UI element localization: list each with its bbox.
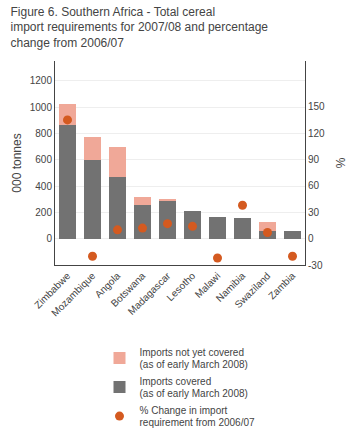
svg-text:Mozambique: Mozambique (49, 270, 98, 319)
svg-text:% Change in importrequirement: % Change in importrequirement from 2006/… (140, 405, 256, 429)
svg-text:Botswana: Botswana (109, 270, 148, 309)
svg-text:1200: 1200 (30, 75, 53, 86)
svg-text:30: 30 (308, 207, 320, 218)
svg-text:60: 60 (308, 180, 320, 191)
svg-text:Namibia: Namibia (214, 270, 248, 304)
svg-text:Swaziland: Swaziland (232, 270, 272, 310)
svg-text:Zimbabwe: Zimbabwe (32, 270, 73, 311)
svg-text:Figure 6. Southern Africa - To: Figure 6. Southern Africa - Total cereal… (11, 5, 269, 50)
svg-text:-30: -30 (308, 260, 323, 271)
svg-text:Imports covered(as of early Ma: Imports covered(as of early March 2008) (140, 376, 248, 400)
svg-text:800: 800 (35, 128, 52, 139)
svg-text:400: 400 (35, 181, 52, 192)
svg-text:600: 600 (35, 154, 52, 165)
svg-text:000 tonnes: 000 tonnes (10, 133, 24, 192)
svg-text:120: 120 (308, 128, 325, 139)
svg-text:Zambia: Zambia (266, 270, 298, 302)
svg-text:90: 90 (308, 154, 320, 165)
svg-text:0: 0 (308, 233, 314, 244)
svg-text:Angola: Angola (93, 270, 123, 300)
svg-text:200: 200 (35, 207, 52, 218)
svg-text:0: 0 (46, 233, 52, 244)
svg-text:Malawi: Malawi (193, 270, 223, 300)
svg-text:Madagascar: Madagascar (126, 270, 173, 317)
svg-text:%: % (334, 157, 348, 168)
svg-text:Lesotho: Lesotho (165, 270, 198, 303)
svg-text:1000: 1000 (30, 102, 53, 113)
svg-text:Imports not yet covered(as of: Imports not yet covered(as of early Marc… (140, 347, 248, 371)
svg-text:150: 150 (308, 101, 325, 112)
